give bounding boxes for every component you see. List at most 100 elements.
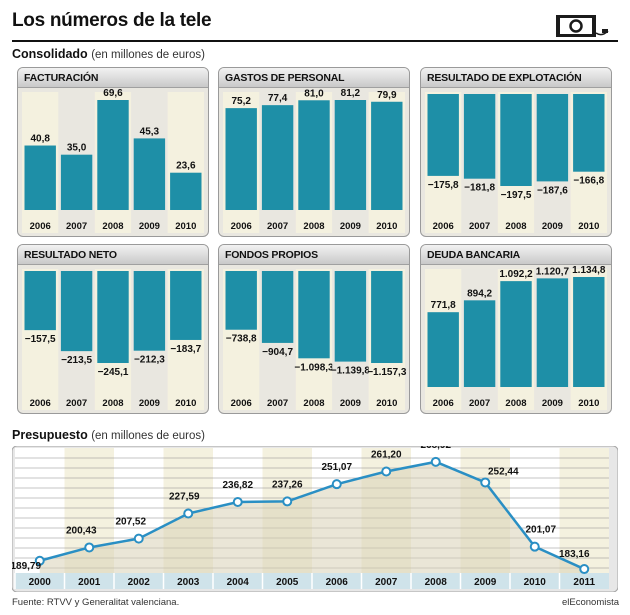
data-label: 183,16 bbox=[559, 549, 590, 560]
year-tick-label: 2009 bbox=[139, 398, 160, 409]
bar bbox=[225, 271, 257, 330]
bar bbox=[261, 105, 294, 210]
year-tick-label: 2008 bbox=[102, 221, 123, 232]
resultado-neto-chart: −157,5 2006 −213,5 2007 −245,1 2008 −212,3 2009… bbox=[22, 269, 204, 410]
fondos-propios-chart: −738,8 2006 −904,7 2007 −1.098,3 2008 −1.139,8… bbox=[223, 269, 407, 410]
bar bbox=[536, 94, 569, 182]
year-tick-label: 2008 bbox=[505, 221, 526, 232]
panel-facturacion: FACTURACIÓN 40,8 2006 35,0 2007 69,6 2008 45,3… bbox=[17, 67, 209, 237]
year-tick-label: 2007 bbox=[66, 398, 87, 409]
year-tick-label: 2007 bbox=[375, 577, 398, 588]
data-label: 894,2 bbox=[467, 288, 492, 299]
data-label: 200,43 bbox=[66, 525, 97, 536]
bar bbox=[573, 94, 605, 172]
bar bbox=[225, 108, 257, 210]
bar bbox=[298, 100, 330, 210]
year-tick-label: 2009 bbox=[542, 221, 563, 232]
data-label: −187,6 bbox=[537, 185, 568, 196]
bar bbox=[334, 100, 367, 210]
presupuesto-title: Presupuesto bbox=[12, 428, 88, 442]
panel-header: GASTOS DE PERSONAL bbox=[219, 68, 409, 88]
data-label: −212,3 bbox=[134, 355, 165, 366]
year-tick-label: 2005 bbox=[276, 577, 299, 588]
data-label: 69,6 bbox=[103, 88, 123, 99]
data-point bbox=[34, 555, 45, 566]
data-label: −1.098,3 bbox=[294, 362, 334, 373]
bar bbox=[334, 271, 367, 362]
year-tick-label: 2006 bbox=[231, 398, 252, 409]
presupuesto-line-chart: 2000 2001 2002 2003 2004 2005 2006 2007 2008 2009… bbox=[12, 446, 618, 592]
data-label: 1.092,2 bbox=[499, 269, 533, 280]
data-label: 201,07 bbox=[525, 525, 556, 536]
year-tick-label: 2007 bbox=[267, 221, 288, 232]
data-label: −1.157,3 bbox=[367, 367, 407, 378]
year-tick-label: 2007 bbox=[66, 221, 87, 232]
bar bbox=[427, 94, 459, 176]
panel-header: DEUDA BANCARIA bbox=[421, 245, 611, 265]
data-point bbox=[282, 496, 293, 507]
data-label: −245,1 bbox=[98, 367, 129, 378]
year-tick-label: 2006 bbox=[30, 398, 51, 409]
year-tick-label: 2006 bbox=[433, 398, 454, 409]
year-column bbox=[15, 448, 65, 573]
year-tick-label: 2010 bbox=[578, 221, 599, 232]
data-label: −738,8 bbox=[226, 334, 257, 345]
bar bbox=[371, 271, 403, 363]
bar bbox=[97, 271, 129, 363]
data-point bbox=[133, 533, 144, 544]
data-point bbox=[232, 496, 243, 507]
year-tick-label: 2010 bbox=[578, 398, 599, 409]
year-tick-label: 2009 bbox=[340, 398, 361, 409]
year-tick-label: 2009 bbox=[542, 398, 563, 409]
data-label: 261,20 bbox=[371, 450, 402, 461]
year-tick-label: 2006 bbox=[30, 221, 51, 232]
bar bbox=[463, 94, 496, 179]
bar bbox=[170, 172, 202, 210]
data-label: −213,5 bbox=[61, 355, 92, 366]
data-label: 236,82 bbox=[222, 480, 253, 491]
data-label: 227,59 bbox=[169, 492, 200, 503]
bar bbox=[24, 271, 56, 331]
bar bbox=[133, 138, 166, 210]
bar bbox=[298, 271, 330, 359]
year-tick-label: 2010 bbox=[524, 577, 547, 588]
year-tick-label: 2010 bbox=[175, 221, 196, 232]
year-tick-label: 2006 bbox=[433, 221, 454, 232]
bar bbox=[24, 145, 56, 210]
bar bbox=[536, 278, 569, 387]
panel-title: RESULTADO NETO bbox=[24, 249, 117, 261]
data-label: −183,7 bbox=[170, 344, 201, 355]
year-tick-label: 2001 bbox=[78, 577, 101, 588]
bar bbox=[60, 271, 93, 352]
data-label: 207,52 bbox=[115, 517, 146, 528]
source-note: Fuente: RTVV y Generalitat valenciana. bbox=[12, 597, 180, 608]
bar bbox=[427, 312, 459, 387]
year-tick-label: 2007 bbox=[469, 221, 490, 232]
data-label: 771,8 bbox=[431, 300, 456, 311]
year-tick-label: 2010 bbox=[175, 398, 196, 409]
data-label: 268,92 bbox=[420, 446, 451, 451]
series-line bbox=[39, 460, 585, 571]
data-label: 75,2 bbox=[231, 96, 251, 107]
year-tick-label: 2008 bbox=[303, 398, 324, 409]
bar bbox=[97, 100, 129, 210]
data-label: 237,26 bbox=[272, 479, 303, 490]
bar bbox=[60, 154, 93, 210]
consolidado-unit: (en millones de euros) bbox=[91, 49, 205, 61]
year-tick-label: 2011 bbox=[573, 577, 595, 588]
year-tick-label: 2004 bbox=[227, 577, 250, 588]
panel-title: FACTURACIÓN bbox=[24, 72, 99, 84]
page-title: Los números de la tele bbox=[12, 10, 212, 31]
data-label: −181,8 bbox=[464, 183, 495, 194]
data-label: 1.134,8 bbox=[572, 265, 606, 276]
panel-header: RESULTADO NETO bbox=[18, 245, 208, 265]
bar bbox=[133, 271, 166, 351]
bar bbox=[463, 300, 496, 387]
bar bbox=[371, 101, 403, 210]
data-label: −175,8 bbox=[428, 180, 459, 191]
data-point bbox=[381, 466, 392, 477]
data-label: 79,9 bbox=[377, 90, 397, 101]
resultado-explotacion-chart: −175,8 2006 −181,8 2007 −197,5 2008 −187,6 2009… bbox=[425, 92, 607, 233]
year-column bbox=[559, 448, 609, 573]
area-fill bbox=[39, 461, 585, 573]
